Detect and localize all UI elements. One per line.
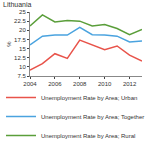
svg-text:Unemployment Rate by Area; Rur: Unemployment Rate by Area; Rural (41, 133, 135, 139)
svg-text:15: 15 (19, 46, 26, 52)
svg-text:%: % (6, 41, 12, 47)
svg-text:Unemployment Rate by Area; Tog: Unemployment Rate by Area; Together (41, 114, 144, 120)
svg-text:20: 20 (19, 27, 26, 33)
svg-text:7.5: 7.5 (17, 73, 26, 79)
svg-text:2004: 2004 (23, 81, 37, 87)
svg-text:Lithuania: Lithuania (3, 1, 32, 8)
svg-text:10: 10 (19, 64, 26, 70)
svg-text:2012: 2012 (123, 81, 137, 87)
svg-text:Unemployment Rate by Area; Urb: Unemployment Rate by Area; Urban (41, 95, 137, 101)
svg-text:17.5: 17.5 (14, 37, 26, 43)
svg-text:12.5: 12.5 (14, 55, 26, 61)
svg-text:2008: 2008 (73, 81, 87, 87)
svg-text:22.5: 22.5 (14, 18, 26, 24)
svg-text:2006: 2006 (48, 81, 62, 87)
svg-text:2010: 2010 (98, 81, 112, 87)
svg-text:25: 25 (19, 9, 26, 15)
